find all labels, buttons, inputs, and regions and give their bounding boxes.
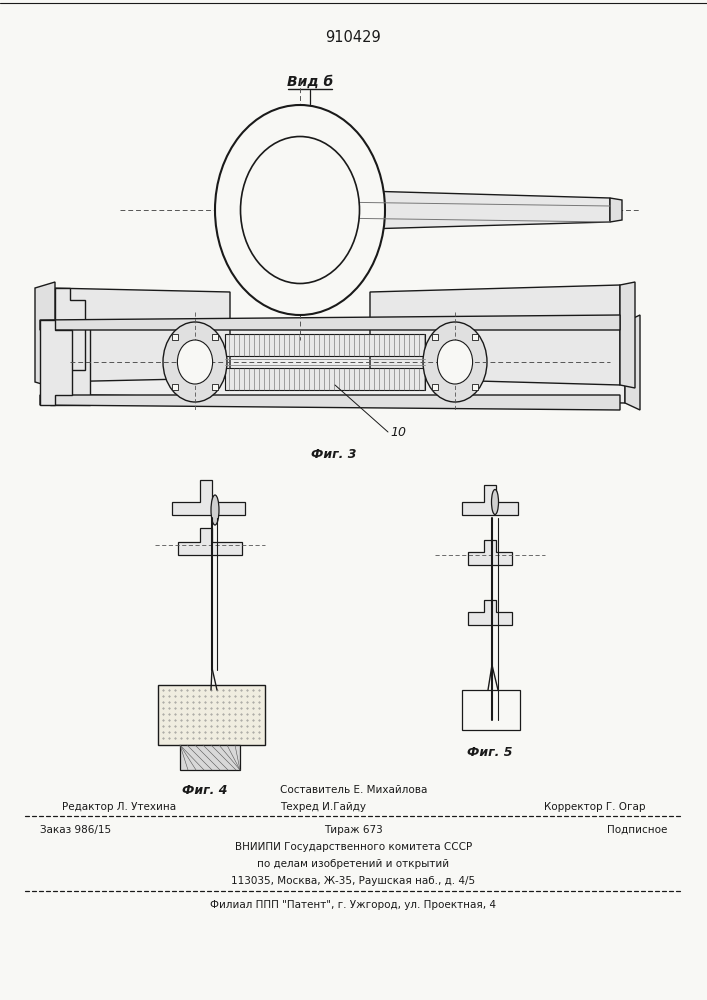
Polygon shape (625, 315, 640, 410)
Polygon shape (462, 485, 518, 515)
Text: по делам изобретений и открытий: по делам изобретений и открытий (257, 859, 450, 869)
Polygon shape (180, 745, 240, 770)
Text: Заказ 986/15: Заказ 986/15 (40, 825, 111, 835)
Text: Вид б: Вид б (287, 75, 333, 89)
Ellipse shape (163, 322, 227, 402)
Polygon shape (172, 334, 177, 340)
Polygon shape (432, 384, 438, 390)
Polygon shape (225, 334, 425, 356)
Text: Фиг. 3: Фиг. 3 (311, 448, 356, 462)
Ellipse shape (211, 495, 219, 525)
Polygon shape (212, 384, 218, 390)
Text: Корректор Г. Огар: Корректор Г. Огар (544, 802, 645, 812)
Text: Составитель Е. Михайлова: Составитель Е. Михайлова (280, 785, 427, 795)
Polygon shape (40, 320, 72, 405)
Polygon shape (472, 334, 479, 340)
Polygon shape (370, 285, 620, 385)
Polygon shape (468, 600, 512, 625)
Text: Филиал ППП "Патент", г. Ужгород, ул. Проектная, 4: Филиал ППП "Патент", г. Ужгород, ул. Про… (211, 900, 496, 910)
Text: Подписное: Подписное (607, 825, 667, 835)
Polygon shape (172, 384, 177, 390)
Polygon shape (610, 198, 622, 222)
Polygon shape (40, 395, 620, 410)
Polygon shape (178, 528, 242, 555)
Polygon shape (50, 320, 90, 405)
Polygon shape (90, 322, 625, 403)
Text: Фиг. 4: Фиг. 4 (182, 784, 228, 796)
Text: Редактор Л. Утехина: Редактор Л. Утехина (62, 802, 176, 812)
Ellipse shape (240, 136, 359, 284)
Polygon shape (172, 480, 245, 515)
Polygon shape (468, 540, 512, 565)
Ellipse shape (491, 489, 498, 514)
Polygon shape (158, 685, 265, 745)
Ellipse shape (438, 340, 472, 384)
Polygon shape (330, 190, 610, 230)
Text: 910429: 910429 (326, 30, 381, 45)
Ellipse shape (423, 322, 487, 402)
Polygon shape (35, 282, 55, 388)
Polygon shape (432, 334, 438, 340)
Text: 113035, Москва, Ж-35, Раушская наб., д. 4/5: 113035, Москва, Ж-35, Раушская наб., д. … (231, 876, 476, 886)
Polygon shape (40, 315, 620, 330)
Text: ВНИИПИ Государственного комитета СССР: ВНИИПИ Государственного комитета СССР (235, 842, 472, 852)
Polygon shape (212, 334, 218, 340)
Text: Техред И.Гайду: Техред И.Гайду (281, 802, 366, 812)
Ellipse shape (177, 340, 213, 384)
Polygon shape (50, 288, 230, 382)
Polygon shape (225, 368, 425, 390)
Ellipse shape (215, 105, 385, 315)
Text: Фиг. 5: Фиг. 5 (467, 746, 513, 758)
Polygon shape (620, 282, 635, 388)
Text: 10: 10 (390, 426, 406, 438)
Text: Тираж 673: Тираж 673 (324, 825, 383, 835)
Polygon shape (472, 384, 479, 390)
Polygon shape (462, 690, 520, 730)
Polygon shape (55, 288, 85, 382)
